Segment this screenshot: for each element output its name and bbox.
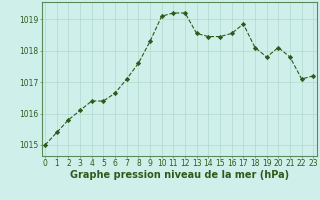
X-axis label: Graphe pression niveau de la mer (hPa): Graphe pression niveau de la mer (hPa) [70, 170, 289, 180]
